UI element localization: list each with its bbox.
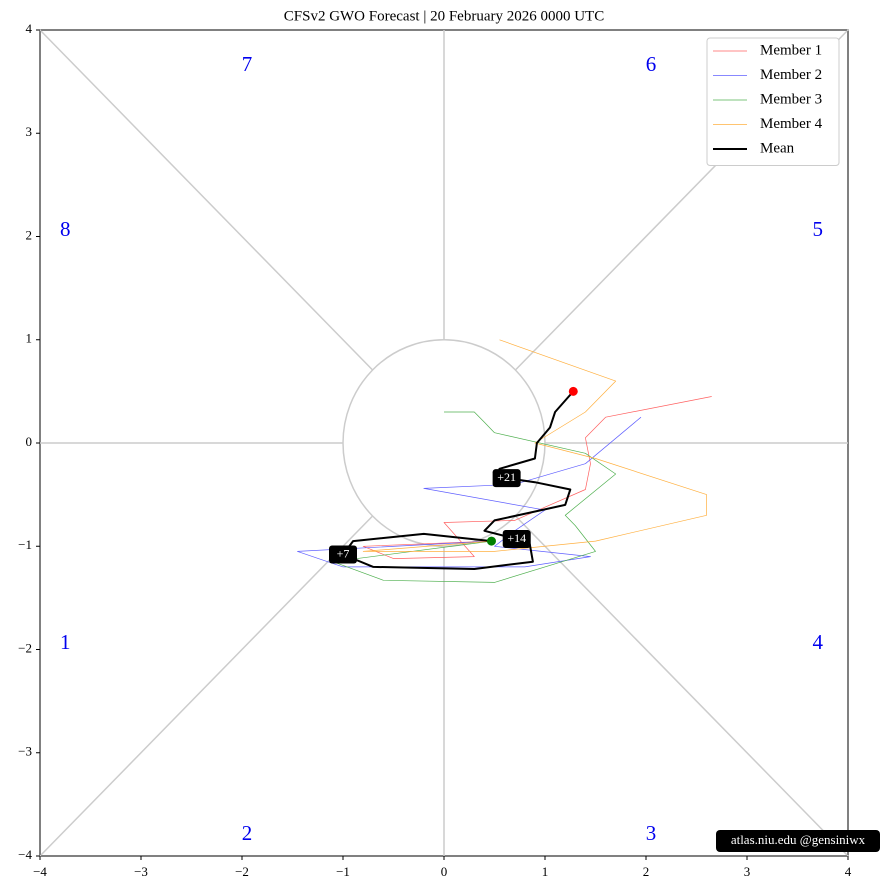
y-tick-label: 1 bbox=[26, 331, 33, 346]
chart-title: CFSv2 GWO Forecast | 20 February 2026 00… bbox=[284, 8, 604, 24]
y-tick-label: −2 bbox=[18, 640, 32, 655]
phase-label: 7 bbox=[242, 52, 253, 76]
x-tick-label: 3 bbox=[744, 864, 751, 879]
member-line bbox=[297, 416, 642, 568]
phase-label: 8 bbox=[60, 217, 71, 241]
day-annotation: +21 bbox=[492, 469, 521, 488]
phase-divider bbox=[39, 515, 374, 857]
phase-label: 2 bbox=[242, 821, 253, 845]
phase-divider bbox=[514, 515, 849, 857]
x-tick-label: 1 bbox=[542, 864, 549, 879]
legend-label: Mean bbox=[760, 140, 795, 156]
member-line bbox=[332, 411, 617, 583]
x-tick-label: 2 bbox=[643, 864, 650, 879]
y-tick-label: −4 bbox=[18, 847, 32, 862]
y-tick-label: −1 bbox=[18, 537, 32, 552]
y-tick-label: 2 bbox=[26, 227, 33, 242]
day-annotation: +14 bbox=[502, 530, 531, 549]
x-tick-label: −3 bbox=[134, 864, 148, 879]
legend: Member 1 Member 2 Member 3 Member 4 Mean bbox=[706, 37, 840, 166]
phase-divider bbox=[39, 29, 374, 371]
legend-box bbox=[706, 37, 840, 166]
annotation-label: +14 bbox=[507, 531, 526, 545]
credit: atlas.niu.edu @gensiniwx bbox=[716, 830, 880, 852]
y-tick-label: −3 bbox=[18, 744, 32, 759]
member-line bbox=[362, 396, 712, 559]
phase-label: 5 bbox=[812, 217, 823, 241]
annotation-label: +7 bbox=[337, 546, 350, 560]
member-line bbox=[362, 339, 707, 552]
end-marker bbox=[568, 386, 578, 396]
phase-label: 6 bbox=[646, 52, 657, 76]
phase-label: 1 bbox=[60, 630, 71, 654]
day-annotation: +7 bbox=[329, 545, 357, 564]
legend-label: Member 4 bbox=[760, 116, 823, 132]
phase-label: 3 bbox=[646, 821, 657, 845]
x-tick-label: 4 bbox=[845, 864, 852, 879]
legend-label: Member 2 bbox=[760, 67, 822, 83]
annotation-box bbox=[492, 469, 521, 488]
x-tick-label: −1 bbox=[336, 864, 350, 879]
credit-label: atlas.niu.edu @gensiniwx bbox=[731, 832, 866, 847]
legend-label: Member 3 bbox=[760, 91, 822, 107]
annotation-box bbox=[502, 530, 531, 549]
annotation-box bbox=[329, 545, 357, 564]
credit-box bbox=[716, 830, 880, 852]
y-tick-label: 4 bbox=[26, 21, 33, 36]
y-tick-label: 3 bbox=[26, 124, 33, 139]
y-tick-label: 0 bbox=[26, 434, 33, 449]
phase-label: 4 bbox=[812, 630, 823, 654]
x-tick-label: 0 bbox=[441, 864, 448, 879]
annotation-label: +21 bbox=[497, 470, 516, 484]
x-tick-label: −4 bbox=[33, 864, 47, 879]
legend-label: Member 1 bbox=[760, 42, 822, 58]
start-marker bbox=[486, 536, 496, 546]
x-tick-label: −2 bbox=[235, 864, 249, 879]
